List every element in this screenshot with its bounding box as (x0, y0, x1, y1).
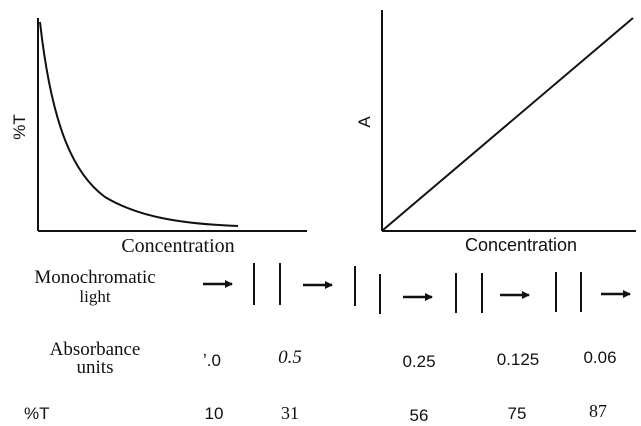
monochromatic-light-label: Monochromatic (34, 267, 155, 288)
left-x-axis-label: Concentration (121, 235, 234, 257)
absorbance-values-row: ʼ.0 0.5 0.25 0.125 0.06 (203, 347, 617, 371)
absorbance-value: 0.06 (583, 348, 616, 367)
absorbance-value: ʼ.0 (203, 351, 221, 370)
transmittance-values-row: 10 31 56 75 87 (205, 401, 607, 425)
absorbance-linear-line (382, 17, 634, 231)
transmittance-row-label: %T (24, 404, 50, 423)
row-labels: Monochromatic light Absorbance units %T (24, 267, 156, 423)
absorbance-units-label: Absorbance (50, 339, 141, 360)
right-x-axis-label: Concentration (465, 235, 577, 255)
transmittance-plot: %T Concentration (10, 18, 307, 257)
transmittance-value: 31 (281, 403, 299, 423)
transmittance-value: 10 (205, 404, 224, 423)
absorbance-plot: A Concentration (355, 10, 636, 255)
transmittance-value: 75 (508, 404, 527, 423)
transmittance-value: 87 (589, 401, 607, 421)
transmittance-value: 56 (410, 406, 429, 425)
absorbance-units-label-line2: units (77, 357, 114, 378)
transmittance-decay-curve (39, 21, 239, 227)
absorbance-value: 0.125 (497, 350, 540, 369)
right-y-axis-label: A (355, 116, 374, 128)
light-path-row (203, 263, 631, 314)
left-y-axis-label: %T (10, 114, 29, 140)
absorbance-value: 0.25 (402, 352, 435, 371)
absorbance-value: 0.5 (278, 347, 302, 368)
monochromatic-light-label-line2: light (79, 287, 110, 306)
